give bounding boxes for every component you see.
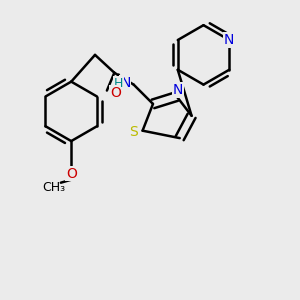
Text: O: O <box>110 86 121 100</box>
Text: S: S <box>129 125 138 139</box>
Text: N: N <box>173 83 183 97</box>
Text: O: O <box>66 167 77 181</box>
Text: CH₃: CH₃ <box>42 181 65 194</box>
Text: H: H <box>113 76 123 90</box>
Text: N: N <box>224 33 234 47</box>
Text: N: N <box>120 76 130 90</box>
